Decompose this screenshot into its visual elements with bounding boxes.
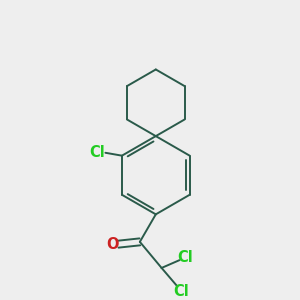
Text: Cl: Cl [89,145,105,160]
Text: Cl: Cl [177,250,193,265]
Text: Cl: Cl [173,284,189,298]
Text: O: O [106,237,118,252]
